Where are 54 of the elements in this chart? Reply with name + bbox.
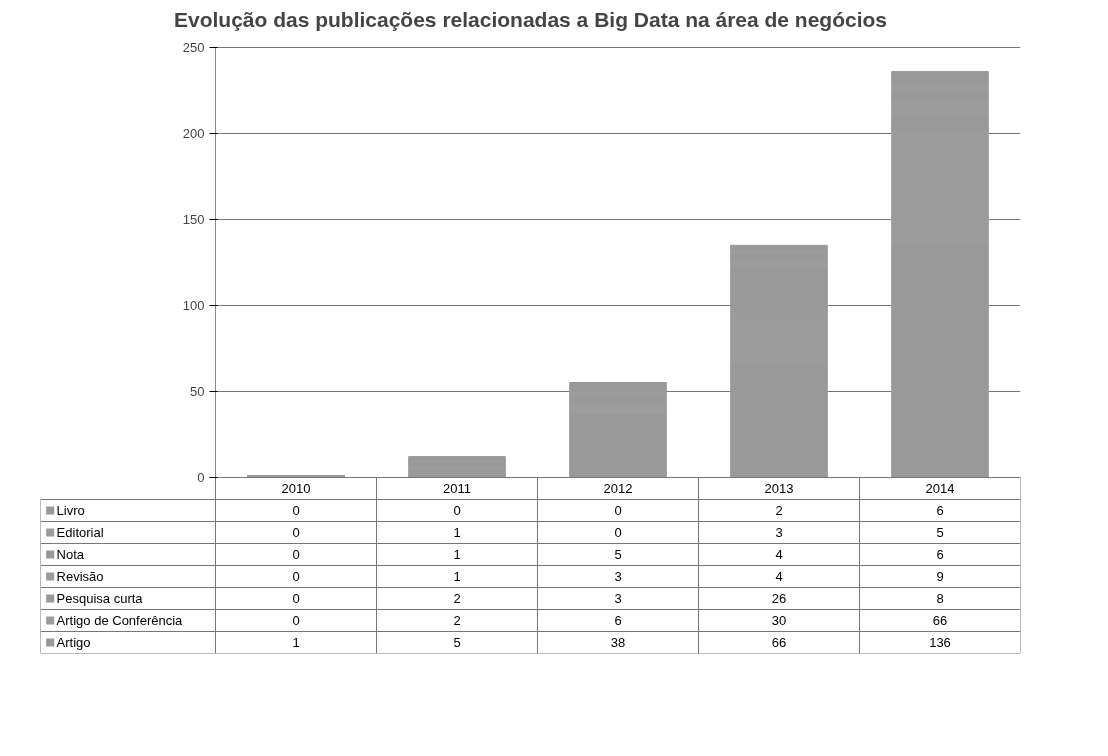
data-label: 0: [292, 503, 300, 518]
y-tick-label: 50: [190, 384, 205, 399]
data-label: 3: [775, 525, 783, 540]
data-label: 8: [936, 591, 944, 606]
y-tick-label: 150: [182, 212, 205, 227]
data-label: 1: [453, 569, 461, 584]
legend-label: Livro: [56, 503, 85, 518]
data-label: 1: [453, 525, 461, 540]
data-label: 4: [775, 569, 783, 584]
y-tick-label: 200: [182, 126, 205, 141]
data-label: 26: [771, 591, 787, 606]
legend-label: Nota: [56, 547, 85, 562]
data-label: 5: [614, 547, 622, 562]
x-tick-label: 2012: [603, 481, 633, 496]
data-label: 0: [292, 613, 300, 628]
x-tick-label: 2013: [764, 481, 794, 496]
data-label: 6: [614, 613, 622, 628]
data-label: 4: [775, 547, 783, 562]
y-tick-label: 100: [182, 298, 205, 313]
data-label: 0: [453, 503, 461, 518]
data-label: 0: [292, 525, 300, 540]
x-tick-label: 2014: [925, 481, 955, 496]
data-label: 9: [936, 569, 944, 584]
data-label: 136: [929, 635, 951, 650]
legend-label: Editorial: [56, 525, 104, 540]
y-tick-label: 0: [197, 470, 205, 485]
data-label: 0: [614, 503, 622, 518]
data-label: 3: [614, 569, 622, 584]
data-label: 0: [292, 569, 300, 584]
data-label: 30: [771, 613, 787, 628]
data-label: 6: [936, 547, 944, 562]
chart-title: Evolução das publicações relacionadas a Big Data na área de negócios: [173, 7, 888, 31]
data-label: 66: [771, 635, 787, 650]
x-tick-label: 2011: [443, 481, 471, 496]
data-label: 2: [775, 503, 783, 518]
data-label: 0: [614, 525, 622, 540]
data-label: 66: [932, 613, 948, 628]
data-label: 5: [936, 525, 944, 540]
data-label: 0: [292, 547, 300, 562]
legend-label: Revisão: [56, 569, 104, 584]
legend-label: Artigo de Conferência: [56, 613, 184, 628]
x-tick-label: 2010: [281, 481, 311, 496]
data-label: 1: [453, 547, 461, 562]
legend-label: Pesquisa curta: [56, 591, 144, 606]
data-label: 2: [453, 613, 461, 628]
data-label: 38: [610, 635, 626, 650]
data-label: 0: [292, 591, 300, 606]
legend-label: Artigo: [56, 635, 91, 650]
data-label: 5: [453, 635, 461, 650]
data-label: 2: [453, 591, 461, 606]
data-label: 3: [614, 591, 622, 606]
y-tick-label: 250: [182, 40, 205, 55]
data-label: 1: [292, 635, 300, 650]
data-label: 6: [936, 503, 944, 518]
